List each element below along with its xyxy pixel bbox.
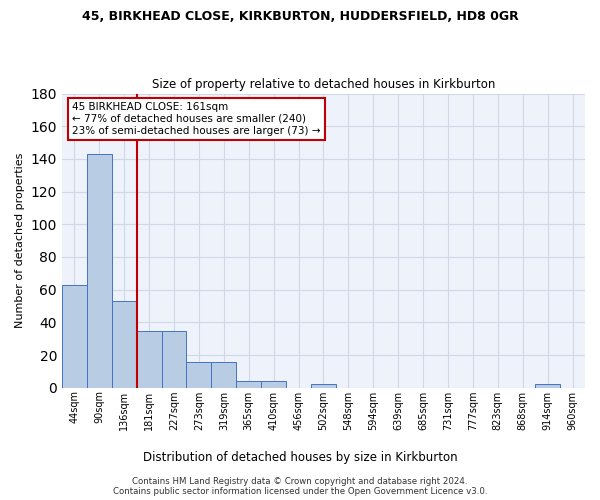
- Bar: [62, 285, 87, 388]
- Bar: [112, 301, 137, 388]
- Text: 45, BIRKHEAD CLOSE, KIRKBURTON, HUDDERSFIELD, HD8 0GR: 45, BIRKHEAD CLOSE, KIRKBURTON, HUDDERSF…: [82, 10, 518, 23]
- Y-axis label: Number of detached properties: Number of detached properties: [15, 153, 25, 328]
- Bar: [137, 330, 161, 388]
- Bar: [161, 330, 187, 388]
- Title: Size of property relative to detached houses in Kirkburton: Size of property relative to detached ho…: [152, 78, 495, 91]
- Text: Contains HM Land Registry data © Crown copyright and database right 2024.: Contains HM Land Registry data © Crown c…: [132, 476, 468, 486]
- Bar: [211, 362, 236, 388]
- Bar: [187, 362, 211, 388]
- Bar: [311, 384, 336, 388]
- Bar: [535, 384, 560, 388]
- Bar: [87, 154, 112, 388]
- Text: 45 BIRKHEAD CLOSE: 161sqm
← 77% of detached houses are smaller (240)
23% of semi: 45 BIRKHEAD CLOSE: 161sqm ← 77% of detac…: [73, 102, 321, 136]
- Text: Distribution of detached houses by size in Kirkburton: Distribution of detached houses by size …: [143, 451, 457, 464]
- Text: Contains public sector information licensed under the Open Government Licence v3: Contains public sector information licen…: [113, 486, 487, 496]
- Bar: [236, 381, 261, 388]
- Bar: [261, 381, 286, 388]
